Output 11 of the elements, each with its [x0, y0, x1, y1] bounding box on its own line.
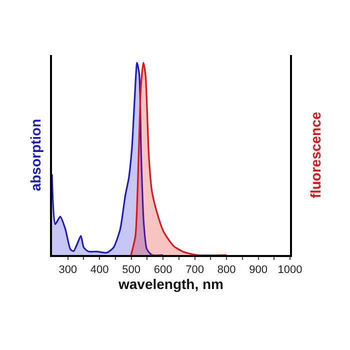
y2-axis-title: fluorescence [308, 112, 324, 198]
x-axis-title: wavelength, nm [117, 276, 224, 292]
x-tick-label: 800 [217, 264, 236, 276]
x-tick-label: 700 [186, 264, 204, 276]
y-axis-title: absorption [27, 118, 44, 192]
x-tick-label: 900 [249, 264, 268, 276]
x-tick-label: 300 [58, 264, 78, 276]
x-tick-label: 600 [154, 264, 172, 276]
x-tick-label: 1000 [278, 264, 302, 276]
x-tick-label: 400 [90, 264, 109, 276]
x-tick-label: 500 [122, 264, 141, 276]
